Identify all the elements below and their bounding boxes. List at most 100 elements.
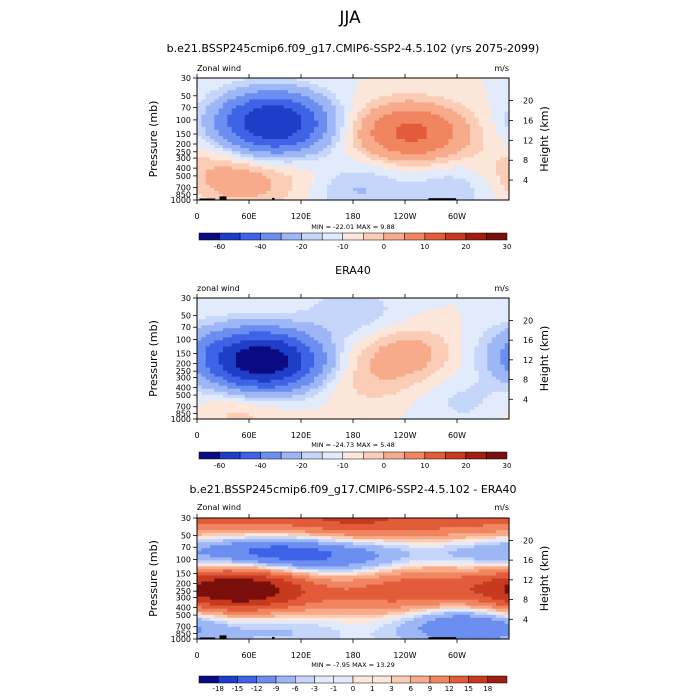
field-cell — [331, 129, 337, 134]
field-cell — [392, 126, 397, 131]
field-cell — [305, 331, 311, 335]
field-cell — [197, 331, 202, 335]
field-cell — [396, 331, 402, 335]
field-cell — [223, 316, 228, 320]
field-cell — [496, 304, 501, 308]
field-cell — [205, 123, 211, 128]
field-cell — [392, 331, 397, 335]
field-cell — [335, 129, 341, 134]
field-cell — [292, 322, 298, 326]
field-cell — [348, 120, 354, 125]
field-cell — [240, 111, 246, 116]
field-cell — [205, 337, 211, 341]
field-cell — [457, 154, 462, 158]
field-cell — [491, 129, 497, 134]
field-cell — [292, 160, 298, 164]
field-cell — [270, 190, 276, 195]
field-cell — [366, 373, 371, 378]
field-cell — [474, 328, 480, 332]
field-cell — [405, 304, 410, 308]
field-cell — [335, 154, 341, 158]
field-cell — [253, 181, 259, 186]
topography-bar — [219, 196, 227, 200]
field-cell — [422, 114, 428, 119]
field-cell — [197, 169, 202, 174]
field-cell — [448, 84, 454, 88]
field-cell — [426, 355, 432, 360]
field-cell — [448, 102, 454, 107]
field-cell — [331, 361, 337, 366]
field-cell — [431, 111, 436, 116]
colorbar-label: -60 — [214, 243, 225, 251]
field-cell — [448, 132, 454, 137]
field-cell — [353, 331, 358, 335]
field-cell — [400, 355, 406, 360]
field-cell — [400, 166, 406, 171]
field-cell — [218, 310, 224, 314]
field-cell — [483, 132, 488, 137]
field-cell — [470, 310, 475, 314]
field-cell — [244, 361, 250, 366]
field-cell — [296, 129, 302, 134]
field-cell — [452, 135, 458, 140]
field-cell — [197, 334, 202, 338]
field-cell — [301, 123, 306, 128]
field-cell — [331, 120, 337, 125]
field-cell — [279, 370, 285, 375]
field-cell — [457, 319, 462, 323]
field-cell — [370, 87, 376, 91]
field-cell — [474, 148, 480, 152]
field-cell — [318, 316, 324, 320]
field-cell — [335, 132, 341, 137]
field-cell — [426, 319, 432, 323]
field-cell — [426, 379, 432, 384]
field-cell — [491, 193, 497, 198]
field-cell — [227, 169, 233, 174]
field-cell — [201, 328, 207, 332]
field-cell — [214, 96, 220, 100]
field-cell — [413, 304, 419, 308]
field-cell — [387, 93, 393, 97]
field-cell — [314, 78, 319, 82]
field-cell — [253, 361, 259, 366]
field-cell — [244, 193, 250, 198]
field-cell — [413, 343, 419, 347]
field-cell — [465, 117, 471, 122]
field-cell — [257, 334, 263, 338]
field-cell — [496, 346, 501, 351]
field-cell — [348, 310, 354, 314]
field-cell — [452, 169, 458, 174]
field-cell — [413, 172, 419, 177]
field-cell — [223, 334, 228, 338]
field-cell — [214, 337, 220, 341]
field-cell — [361, 349, 367, 354]
field-cell — [413, 196, 419, 201]
field-cell — [418, 126, 423, 131]
field-cell — [331, 87, 337, 91]
field-cell — [405, 160, 410, 164]
field-cell — [231, 346, 237, 351]
field-cell — [309, 355, 315, 360]
field-cell — [218, 84, 224, 88]
field-cell — [340, 96, 345, 100]
field-cell — [487, 322, 493, 326]
field-cell — [448, 316, 454, 320]
field-cell — [262, 331, 267, 335]
colorbar-box — [342, 232, 364, 241]
field-cell — [400, 358, 406, 363]
field-cell — [218, 373, 224, 378]
field-cell — [344, 304, 350, 308]
field-cell — [374, 184, 380, 189]
field-cell — [500, 184, 506, 189]
field-cell — [240, 154, 246, 158]
field-cell — [379, 337, 384, 341]
field-cell — [452, 93, 458, 97]
field-cell — [348, 139, 354, 143]
field-cell — [470, 352, 475, 357]
field-cell — [400, 376, 406, 381]
field-cell — [400, 178, 406, 183]
field-cell — [266, 355, 272, 360]
field-cell — [223, 105, 228, 110]
field-cell — [348, 367, 354, 372]
field-cell — [331, 135, 337, 140]
